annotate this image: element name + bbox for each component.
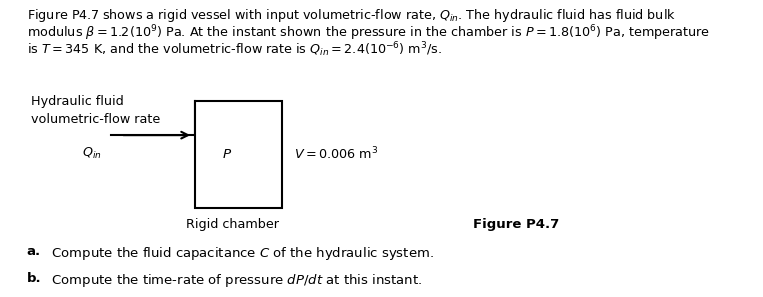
Text: $P$: $P$: [222, 148, 233, 161]
Text: Hydraulic fluid: Hydraulic fluid: [31, 95, 124, 108]
Text: Rigid chamber: Rigid chamber: [186, 218, 279, 231]
Text: Figure P4.7 shows a rigid vessel with input volumetric-flow rate, $Q_{in}$. The : Figure P4.7 shows a rigid vessel with in…: [27, 7, 676, 24]
Text: $V = 0.006$ m$^3$: $V = 0.006$ m$^3$: [294, 146, 378, 163]
Bar: [195, 101, 282, 208]
Text: a.: a.: [27, 245, 41, 258]
Text: volumetric-flow rate: volumetric-flow rate: [31, 113, 159, 126]
Text: $Q_{in}$: $Q_{in}$: [82, 146, 102, 161]
Text: modulus $\beta = 1.2(10^9)$ Pa. At the instant shown the pressure in the chamber: modulus $\beta = 1.2(10^9)$ Pa. At the i…: [27, 24, 710, 43]
Text: b.: b.: [27, 272, 41, 285]
Text: is $T = 345$ K, and the volumetric-flow rate is $Q_{in} = 2.4(10^{-6})$ m$^3$/s.: is $T = 345$ K, and the volumetric-flow …: [27, 40, 442, 59]
Text: Compute the time-rate of pressure $dP/dt$ at this instant.: Compute the time-rate of pressure $dP/dt…: [43, 272, 423, 289]
Text: Compute the fluid capacitance $C$ of the hydraulic system.: Compute the fluid capacitance $C$ of the…: [43, 245, 434, 262]
Text: Figure P4.7: Figure P4.7: [473, 218, 559, 231]
